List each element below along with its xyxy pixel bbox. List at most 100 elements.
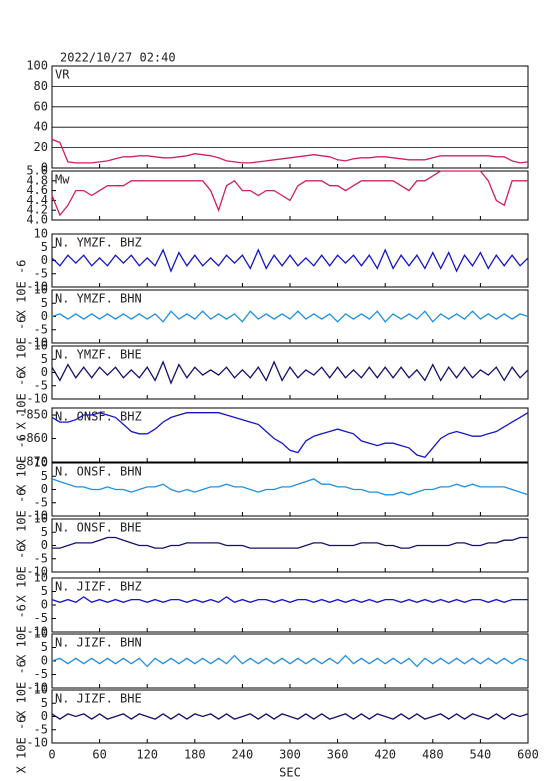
panel-label: N. ONSF. BHE <box>55 521 142 535</box>
y-tick-label: -860 <box>19 431 48 445</box>
y-tick-label: -10 <box>26 736 48 750</box>
y-tick-label: 4.6 <box>26 183 48 197</box>
y-tick-label: 5 <box>41 525 48 539</box>
trace <box>51 360 529 385</box>
y-tick-label: 10 <box>34 456 48 470</box>
y-axis-label: X 10E -6 <box>15 604 29 662</box>
x-tick-label: 480 <box>422 748 444 762</box>
panel-label: N. JIZF. BHZ <box>55 580 142 594</box>
y-tick-label: 10 <box>34 339 48 353</box>
panel-label: N. YMZF. BHZ <box>55 236 142 250</box>
panel-frame <box>51 65 529 169</box>
y-tick-label: 5 <box>41 296 48 310</box>
y-tick-label: -10 <box>26 392 48 406</box>
panel-label: N. YMZF. BHE <box>55 348 142 362</box>
y-tick-label: -10 <box>26 509 48 523</box>
y-tick-label: -10 <box>26 336 48 350</box>
y-tick-label: -10 <box>26 625 48 639</box>
y-tick-label: -5 <box>34 266 48 280</box>
y-tick-label: -5 <box>34 611 48 625</box>
y-tick-label: -5 <box>34 378 48 392</box>
y-axis-label: X 10E -6 <box>15 489 29 547</box>
y-axis-label: X 10E -6 <box>15 660 29 718</box>
y-tick-label: 5 <box>41 352 48 366</box>
trace <box>51 248 529 273</box>
y-tick-label: 60 <box>34 99 48 113</box>
y-tick-label: 5.0 <box>26 164 48 178</box>
y-tick-label: 0 <box>41 161 48 175</box>
y-tick-label: 5 <box>41 240 48 254</box>
y-tick-label: -5 <box>34 722 48 736</box>
y-tick-label: 10 <box>34 227 48 241</box>
y-tick-label: -10 <box>26 681 48 695</box>
y-tick-label: 0 <box>41 598 48 612</box>
y-tick-label: 5 <box>41 469 48 483</box>
y-tick-label: 4.4 <box>26 193 48 207</box>
trace <box>51 310 529 323</box>
panel-label: N. YMZF. BHN <box>55 292 142 306</box>
x-tick-label: 0 <box>48 748 55 762</box>
y-tick-label: 10 <box>34 512 48 526</box>
trace <box>51 478 529 496</box>
x-tick-label: 120 <box>136 748 158 762</box>
y-tick-label: 4.8 <box>26 173 48 187</box>
timestamp: 2022/10/27 02:40 <box>60 51 176 65</box>
panel-label: N. JIZF. BHN <box>55 636 142 650</box>
trace <box>52 536 528 549</box>
y-tick-label: 0 <box>41 538 48 552</box>
x-tick-label: 360 <box>327 748 349 762</box>
y-tick-label: -850 <box>19 408 48 422</box>
trace <box>51 170 528 217</box>
x-tick-label: 600 <box>517 748 539 762</box>
y-tick-label: 100 <box>26 59 48 73</box>
y-tick-label: 4.2 <box>26 203 48 217</box>
trace <box>51 596 528 604</box>
y-tick-label: 10 <box>34 627 48 641</box>
trace <box>51 138 529 164</box>
y-tick-label: 80 <box>34 79 48 93</box>
y-tick-label: 5 <box>41 640 48 654</box>
y-tick-label: -870 <box>19 455 48 469</box>
x-tick-label: 540 <box>470 748 492 762</box>
y-tick-label: 0 <box>41 365 48 379</box>
y-tick-label: 0 <box>41 253 48 267</box>
panel-label: N. ONSF. BHN <box>55 465 142 479</box>
x-tick-label: 420 <box>374 748 396 762</box>
x-axis-label: SEC <box>279 766 301 780</box>
y-axis-label: X 10E -6 <box>15 716 29 774</box>
x-tick-label: 60 <box>92 748 106 762</box>
y-tick-label: -5 <box>34 322 48 336</box>
panel-label: N. ONSF. BHZ <box>55 410 142 424</box>
y-tick-label: 20 <box>34 140 48 154</box>
y-tick-label: 10 <box>34 283 48 297</box>
x-tick-label: 180 <box>184 748 206 762</box>
y-tick-label: -10 <box>26 280 48 294</box>
x-tick-label: 300 <box>279 748 301 762</box>
y-axis-label: X 10E -6 <box>15 260 29 318</box>
panel-frame <box>51 170 529 221</box>
y-axis-label: X 10E -6 <box>15 316 29 374</box>
y-tick-label: 40 <box>34 120 48 134</box>
y-axis-label: X 10E -6 <box>15 372 29 430</box>
y-tick-label: 5 <box>41 696 48 710</box>
trace <box>51 654 529 668</box>
panel-label: N. JIZF. BHE <box>55 692 142 706</box>
y-tick-label: 0 <box>41 654 48 668</box>
y-tick-label: 10 <box>34 571 48 585</box>
y-tick-label: -5 <box>34 495 48 509</box>
y-tick-label: 0 <box>41 709 48 723</box>
y-tick-label: -5 <box>34 551 48 565</box>
trace <box>51 412 529 459</box>
y-axis-label: X 10E -6 <box>15 545 29 603</box>
panel-label: VR <box>55 68 70 82</box>
trace <box>51 713 529 720</box>
y-tick-label: -5 <box>34 667 48 681</box>
x-tick-label: 240 <box>232 748 254 762</box>
panel-label: Mw <box>55 173 70 187</box>
y-tick-label: 5 <box>41 584 48 598</box>
y-tick-label: 0 <box>41 482 48 496</box>
y-tick-label: -10 <box>26 565 48 579</box>
y-axis-label: X 10E -6 <box>15 434 29 492</box>
